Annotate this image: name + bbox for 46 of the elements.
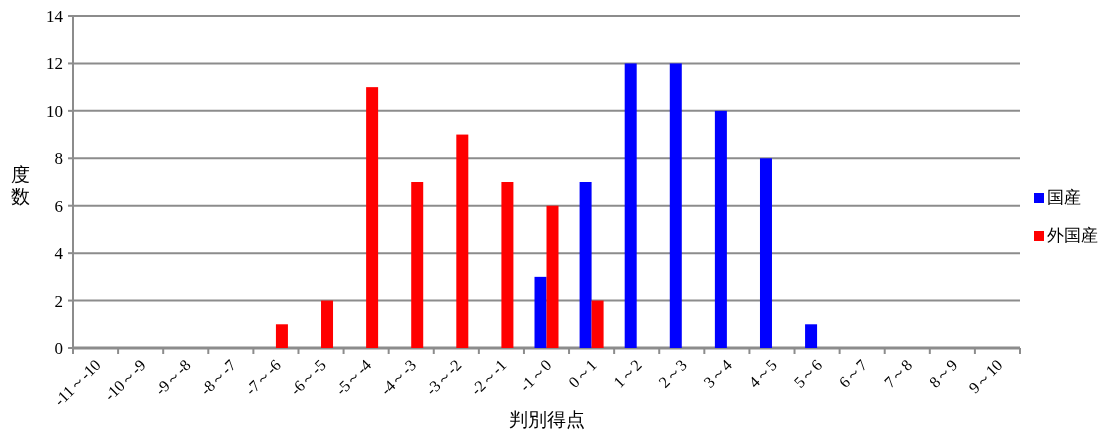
y-tick-label: 0 (54, 339, 63, 358)
y-tick-label: 14 (46, 7, 64, 26)
y-tick-label: 2 (54, 291, 63, 311)
bar (579, 182, 592, 348)
bar (714, 110, 727, 348)
x-tick-label: -1～0 (516, 356, 555, 395)
x-tick-label: -7～-6 (241, 356, 285, 399)
bar (534, 276, 547, 348)
bar (501, 182, 514, 348)
legend-label: 外国産 (1047, 226, 1098, 245)
x-tick-label: 1～2 (610, 356, 645, 391)
y-axis-title: 度数 (10, 164, 30, 207)
bar (624, 63, 637, 348)
bar (805, 324, 818, 348)
legend-label: 国産 (1047, 188, 1081, 207)
bar (669, 63, 682, 348)
y-tick-label: 12 (46, 54, 63, 74)
x-tick-label: -4～-3 (377, 356, 420, 399)
bar (591, 300, 604, 348)
bar (456, 134, 469, 348)
bar (366, 87, 379, 348)
bar (411, 182, 424, 348)
x-tick-label: 3～4 (700, 356, 735, 391)
y-tick-label: 10 (46, 101, 63, 121)
x-tick-label: 8～9 (925, 356, 961, 391)
y-tick-label: 6 (54, 196, 63, 216)
y-tick-label: 4 (54, 244, 64, 264)
x-tick-label: 4～5 (745, 356, 781, 391)
x-tick-label: -3～-2 (422, 356, 465, 399)
x-tick-label: -2～-1 (467, 356, 510, 399)
x-tick-label: 2～3 (655, 356, 690, 391)
bar (275, 324, 288, 348)
y-tick-label: 8 (54, 149, 63, 169)
x-tick-label: 0～1 (565, 356, 600, 391)
bar (759, 158, 772, 348)
x-tick-label: -6～-5 (286, 356, 330, 399)
bar (321, 300, 334, 348)
x-tick-label: 9～10 (965, 356, 1006, 397)
x-tick-label: 5～6 (790, 356, 826, 391)
x-tick-label: -5～-4 (332, 356, 375, 399)
x-tick-label: 6～7 (835, 356, 871, 391)
x-axis-title: 判別得点 (508, 409, 585, 430)
x-tick-label: 7～8 (880, 356, 916, 391)
bar (546, 205, 559, 348)
x-tick-label: -8～-7 (196, 356, 239, 399)
x-tick-label: -9～-8 (151, 356, 194, 399)
